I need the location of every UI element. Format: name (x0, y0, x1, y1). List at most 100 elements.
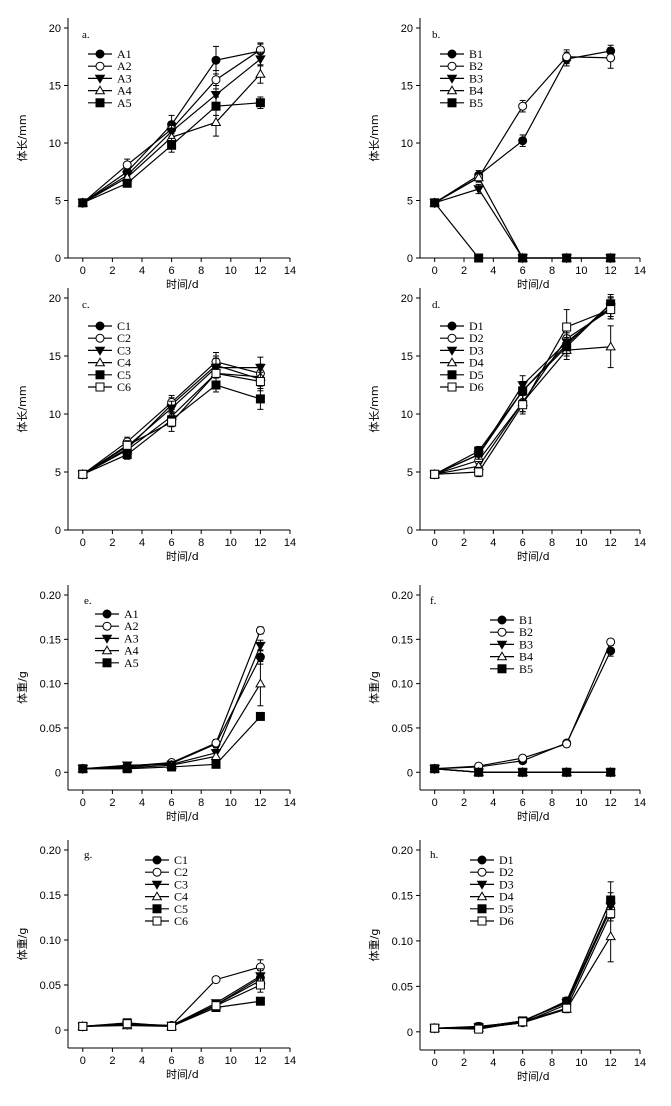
x-tick-label: 4 (490, 265, 496, 277)
x-tick-label: 12 (254, 265, 266, 277)
data-point (606, 253, 616, 263)
series-line (82, 984, 261, 1028)
legend-label: B3 (519, 637, 533, 651)
data-point (474, 467, 484, 477)
legend-label: A1 (117, 47, 132, 61)
x-tick-label: 0 (80, 265, 86, 277)
y-tick-label: 15 (401, 81, 413, 93)
y-tick-label: 5 (407, 467, 413, 479)
legend-label: A2 (124, 619, 139, 633)
chart-panel-e: 00.050.100.150.200 2 4 6 8 10 12 14时间/d体重/ge.A1… (15, 585, 296, 823)
legend-marker (95, 370, 105, 380)
data-point (606, 53, 616, 63)
chart-panel-d: 0 5 10 15 20 0 2 4 6 8 10 12 14 时间/d 体长/mm d. D1D2D3D4D5… (367, 288, 646, 563)
data-point (474, 767, 484, 777)
series-C2 (78, 959, 265, 1031)
legend-marker (497, 615, 507, 625)
data-point (255, 625, 265, 635)
legend-marker (446, 357, 458, 367)
data-point (255, 711, 265, 721)
data-point (211, 55, 221, 65)
legend-marker (447, 333, 457, 343)
y-tick-label: 0.15 (392, 634, 413, 646)
legend-label: D4 (499, 890, 514, 904)
series-D4 (429, 910, 616, 1032)
data-point (518, 1017, 528, 1027)
x-tick-label: 4 (139, 797, 145, 809)
y-axis-label: 体长/mm (367, 385, 381, 432)
x-tick-label: 4 (139, 265, 145, 277)
x-tick-label: 10 (575, 265, 587, 277)
chart-panel-c: 0 5 10 15 20 0 2 4 6 8 10 12 14 时间/d 体长/mm c. C1C2C3C4C5… (15, 288, 296, 563)
legend-label: A3 (117, 71, 132, 85)
data-point (562, 52, 572, 62)
series-B5 (430, 764, 616, 777)
legend-label: B1 (519, 613, 533, 627)
series-line (82, 975, 261, 1027)
y-tick-label: 20 (49, 23, 61, 35)
legend-label: D2 (469, 331, 484, 345)
x-tick-label: 6 (169, 265, 175, 277)
legend-label: C1 (174, 853, 188, 867)
x-tick-label: 4 (490, 797, 496, 809)
x-tick-label: 12 (254, 1055, 266, 1067)
legend-marker (447, 321, 457, 331)
x-tick-label: 10 (225, 797, 237, 809)
legend-marker (94, 85, 106, 95)
legend-label: D5 (499, 902, 514, 916)
y-tick-label: 0.10 (40, 679, 61, 691)
y-tick-label: 15 (401, 351, 413, 363)
legend-marker (101, 645, 113, 655)
legend-label: C5 (174, 902, 188, 916)
series-B4 (429, 172, 616, 262)
legend-label: D2 (499, 865, 514, 879)
x-tick-label: 12 (605, 1057, 617, 1069)
legend-marker (496, 651, 508, 661)
data-point (474, 446, 484, 456)
series-line (434, 50, 611, 204)
data-point (122, 450, 132, 460)
x-tick-label: 6 (520, 537, 526, 549)
data-point (210, 91, 222, 101)
x-tick-label: 14 (634, 797, 646, 809)
y-tick-label: 10 (49, 138, 61, 150)
data-point (78, 469, 88, 479)
y-axis-label: 体重/g (15, 928, 29, 961)
data-point (122, 160, 132, 170)
legend-marker (447, 382, 457, 392)
legend-label: D5 (469, 368, 484, 382)
data-point (518, 136, 528, 146)
y-axis-label: 体长/mm (15, 385, 29, 432)
series-D2 (430, 899, 616, 1033)
series-line (82, 977, 261, 1027)
data-point (166, 404, 177, 414)
data-point (518, 386, 528, 396)
legend-label: D3 (469, 343, 484, 357)
y-tick-label: 0.20 (392, 590, 413, 602)
legend-label: D6 (469, 380, 484, 394)
data-point (122, 1019, 132, 1029)
legend-marker (447, 49, 457, 59)
data-point (474, 1024, 484, 1034)
x-axis-label: 时间/d (517, 278, 550, 291)
legend-marker (497, 664, 507, 674)
x-tick-label: 6 (169, 797, 175, 809)
legend-label: A1 (124, 607, 139, 621)
legend-marker (94, 357, 106, 367)
y-tick-label: 0.10 (40, 935, 61, 947)
x-tick-label: 10 (575, 537, 587, 549)
legend-label: A4 (124, 644, 139, 658)
legend-marker (95, 333, 105, 343)
x-tick-label: 8 (549, 265, 555, 277)
data-point (605, 341, 616, 351)
series-line (82, 966, 261, 1027)
x-tick-label: 14 (284, 537, 296, 549)
data-point (473, 185, 484, 195)
x-tick-label: 12 (254, 537, 266, 549)
y-tick-label: 5 (407, 196, 413, 208)
x-tick-label: 8 (549, 537, 555, 549)
